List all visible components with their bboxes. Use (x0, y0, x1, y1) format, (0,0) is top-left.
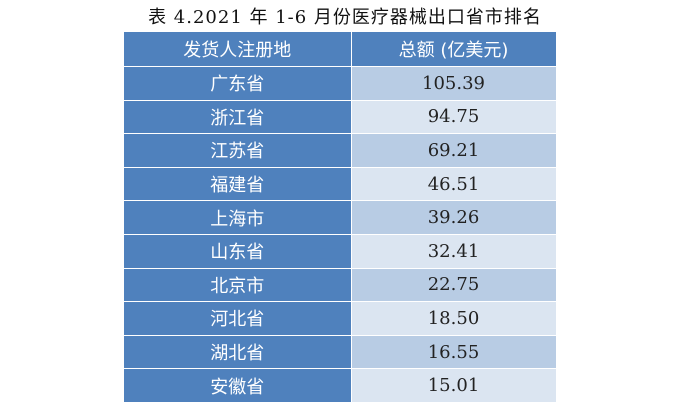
column-header-total: 总额 (亿美元) (351, 32, 557, 67)
table-row: 河北省 18.50 (124, 301, 557, 336)
value-cell: 94.75 (351, 100, 557, 135)
table-row: 北京市 22.75 (124, 268, 557, 303)
region-cell: 上海市 (124, 200, 352, 235)
region-cell: 湖北省 (124, 335, 352, 370)
region-cell: 江苏省 (124, 133, 352, 168)
table-header-row: 发货人注册地 总额 (亿美元) (124, 32, 557, 67)
value-cell: 15.01 (351, 368, 557, 403)
value-cell: 46.51 (351, 167, 557, 202)
value-cell: 69.21 (351, 133, 557, 168)
region-cell: 北京市 (124, 268, 352, 303)
table-row: 山东省 32.41 (124, 234, 557, 269)
value-cell: 39.26 (351, 200, 557, 235)
value-cell: 18.50 (351, 301, 557, 336)
value-cell: 32.41 (351, 234, 557, 269)
table-row: 江苏省 69.21 (124, 133, 557, 168)
region-cell: 福建省 (124, 167, 352, 202)
region-cell: 安徽省 (124, 368, 352, 403)
region-cell: 山东省 (124, 234, 352, 269)
region-cell: 广东省 (124, 66, 352, 101)
value-cell: 22.75 (351, 268, 557, 303)
region-cell: 河北省 (124, 301, 352, 336)
table-row: 浙江省 94.75 (124, 100, 557, 135)
table-row: 上海市 39.26 (124, 200, 557, 235)
table-row: 广东省 105.39 (124, 66, 557, 101)
table-row: 福建省 46.51 (124, 167, 557, 202)
table-row: 安徽省 15.01 (124, 368, 557, 403)
table-caption: 表 4.2021 年 1-6 月份医疗器械出口省市排名 (148, 7, 542, 28)
region-cell: 浙江省 (124, 100, 352, 135)
table-row: 湖北省 16.55 (124, 335, 557, 370)
export-ranking-table: 发货人注册地 总额 (亿美元) 广东省 105.39 浙江省 94.75 江苏省… (124, 32, 557, 403)
value-cell: 16.55 (351, 335, 557, 370)
value-cell: 105.39 (351, 66, 557, 101)
column-header-region: 发货人注册地 (124, 32, 352, 67)
